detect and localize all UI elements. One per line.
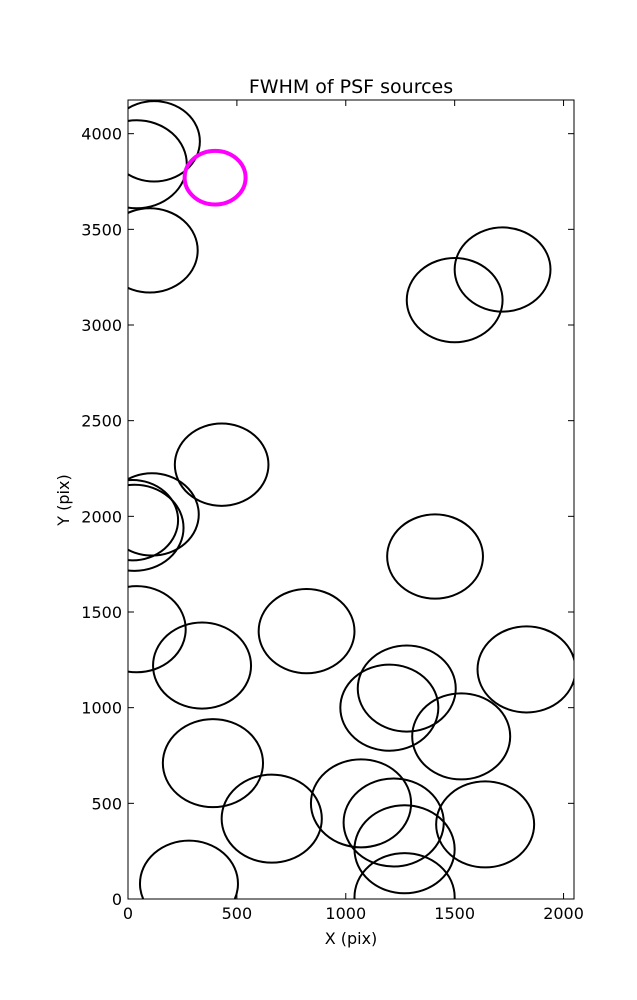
y-tick-label: 2500 [81, 412, 122, 431]
plot-frame [127, 99, 575, 900]
y-tick-label: 3500 [81, 220, 122, 239]
x-axis-ticks: 0 500 1000 1500 2000 [123, 100, 584, 923]
source-circle [152, 621, 253, 710]
x-tick-label: 500 [222, 904, 253, 923]
source-circle [476, 625, 574, 714]
source-circle [173, 422, 270, 507]
source-circle [220, 773, 323, 864]
source-circle [128, 207, 199, 294]
source-circles [128, 100, 574, 899]
source-circle [128, 585, 187, 674]
source-circle [353, 804, 456, 895]
x-tick-label: 2000 [543, 904, 584, 923]
source-circle [435, 780, 536, 869]
source-circle [161, 718, 265, 809]
source-circle [128, 100, 201, 183]
highlighted-source-circle [182, 148, 248, 207]
x-tick-label: 1500 [434, 904, 475, 923]
y-tick-label: 2000 [81, 507, 122, 526]
source-circle [309, 758, 413, 849]
y-tick-label: 1000 [81, 699, 122, 718]
source-circle [128, 483, 185, 572]
y-tick-label: 3000 [81, 316, 122, 335]
y-axis-label: Y (pix) [54, 474, 73, 526]
x-axis-label: X (pix) [325, 929, 378, 948]
source-circle [128, 478, 180, 562]
source-circle [386, 513, 484, 600]
x-tick-label: 1000 [325, 904, 366, 923]
y-tick-label: 4000 [81, 125, 122, 144]
y-tick-label: 500 [91, 794, 122, 813]
source-circle [138, 839, 239, 899]
source-circle [339, 663, 440, 752]
chart-title: FWHM of PSF sources [249, 76, 453, 98]
source-circle [257, 588, 356, 675]
source-circle [411, 692, 512, 781]
y-tick-label: 0 [112, 890, 122, 909]
x-tick-label: 0 [123, 904, 133, 923]
source-circle [405, 257, 504, 344]
source-circle [453, 226, 552, 313]
y-axis-ticks: 0 500 1000 1500 2000 2500 3000 3500 4000 [81, 125, 574, 909]
source-circle [356, 644, 457, 733]
y-tick-label: 1500 [81, 603, 122, 622]
